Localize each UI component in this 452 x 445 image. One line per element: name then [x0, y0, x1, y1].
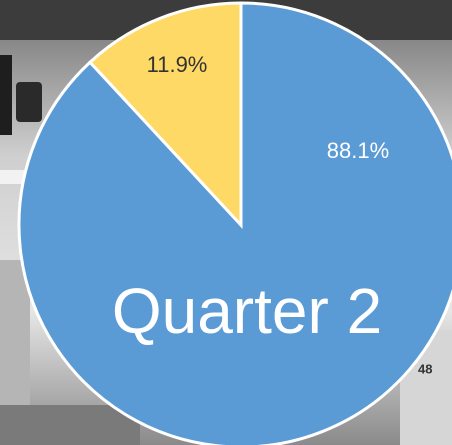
pie [17, 1, 452, 445]
data-label: 88.1% [327, 138, 389, 163]
pie-slice [17, 1, 452, 445]
chart-title: Quarter 2 [112, 275, 382, 347]
pie-slice [87, 1, 243, 229]
svg-text:48: 48 [418, 361, 432, 376]
data-label: 11.9% [147, 52, 208, 77]
